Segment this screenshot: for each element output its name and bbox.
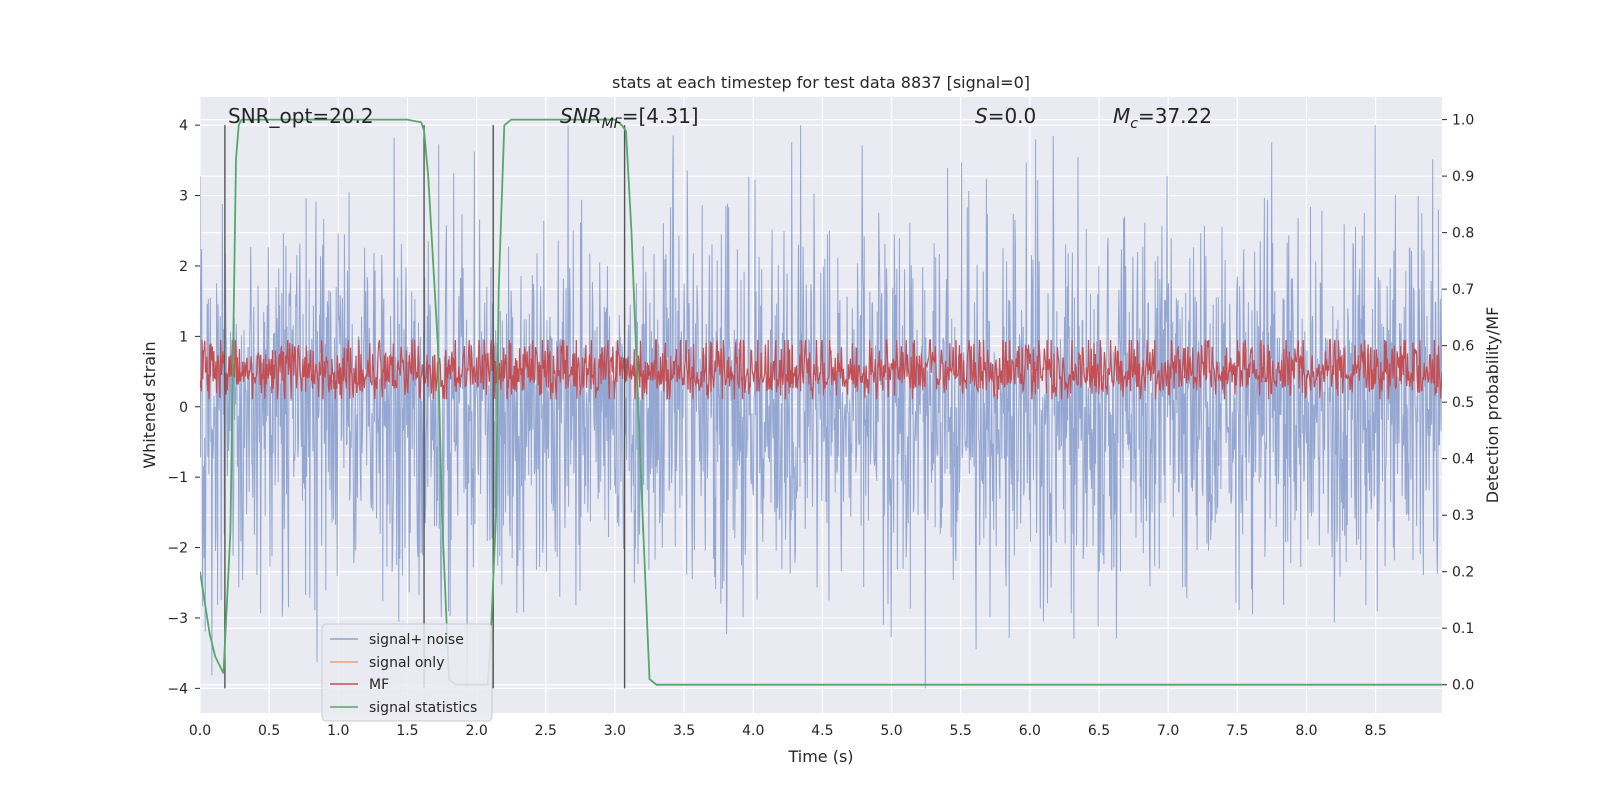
x-tick-label: 2.5 [535,723,557,739]
chart-title: stats at each timestep for test data 883… [612,73,1030,92]
y-axis-right-label: Detection probability/MF [1483,307,1502,504]
x-tick-label: 6.0 [1019,723,1041,739]
y-tick-label-left: 2 [179,259,188,275]
x-tick-label: 2.0 [465,723,487,739]
annotation-snr-mf-value: =[4.31] [622,104,699,128]
y-axis-left-ticks: 4 3 2 1 0 −1 −2 −3 −4 [167,118,200,697]
annotation-mc-sub: c [1130,116,1138,132]
legend: signal+ noise signal only MF signal stat… [321,623,493,722]
y-tick-label-right: 1.0 [1452,113,1474,129]
y-tick-label-left: 3 [179,189,188,205]
y-tick-label-right: 0.2 [1452,565,1474,581]
y-tick-label-right: 0.8 [1452,226,1474,242]
annotation-mc-value: =37.22 [1138,104,1212,128]
annotation-snr-mf-sub: MF [602,116,623,132]
x-tick-label: 0.5 [258,723,280,739]
y-tick-label-left: −3 [167,611,188,627]
annotation-s: S=0.0 [975,104,1036,128]
legend-box [321,623,493,722]
x-tick-label: 1.5 [396,723,418,739]
y-tick-label-right: 0.1 [1452,621,1474,637]
x-tick-label: 7.5 [1226,723,1248,739]
annotation-mc-label: M [1113,104,1130,128]
y-tick-label-left: 4 [179,118,188,134]
x-tick-label: 4.5 [811,723,833,739]
legend-label-signal-statistics: signal statistics [369,700,477,716]
x-tick-label: 8.5 [1364,723,1386,739]
legend-label-signal-noise: signal+ noise [369,632,464,648]
y-tick-label-right: 0.3 [1452,508,1474,524]
plot-area [199,97,1442,713]
legend-entry-signal-statistics: signal statistics [330,700,477,716]
y-tick-label-left: 0 [179,400,188,416]
annotation-s-value: =0.0 [988,104,1037,128]
annotation-snr-mf: SNRMF=[4.31] [560,104,699,132]
x-tick-label: 7.0 [1157,723,1179,739]
y-tick-label-left: −1 [167,470,188,486]
legend-label-signal-only: signal only [369,655,444,671]
x-axis-ticks: 0.0 0.5 1.0 1.5 2.0 2.5 3.0 3.5 4.0 4.5 5.0 5.5 6.0 6… [189,723,1387,739]
legend-entry-signal-noise: signal+ noise [330,632,464,648]
x-axis-label: Time (s) [787,747,853,766]
y-tick-label-right: 0.6 [1452,339,1474,355]
y-tick-label-right: 0.5 [1452,395,1474,411]
legend-label-mf: MF [369,677,389,693]
x-tick-label: 6.5 [1088,723,1110,739]
y-tick-label-right: 0.7 [1452,282,1474,298]
annotation-snr-mf-label: SNR [560,104,602,128]
y-tick-label-left: −2 [167,541,188,557]
annotations: SNR_opt=20.2 SNRMF=[4.31] S=0.0 Mc=37.22 [228,104,1212,132]
annotation-snr-opt: SNR_opt=20.2 [228,104,374,128]
legend-entry-mf: MF [330,677,389,693]
y-tick-label-right: 0.0 [1452,678,1474,694]
y-tick-label-left: 1 [179,329,188,345]
legend-entry-signal-only: signal only [330,655,444,671]
y-axis-right-ticks: 1.0 0.9 0.8 0.7 0.6 0.5 0.4 0.3 0.2 0.1 0.0 [1442,113,1474,694]
x-tick-label: 5.5 [950,723,972,739]
annotation-s-label: S [975,104,988,128]
annotation-mc: Mc=37.22 [1113,104,1212,132]
y-tick-label-right: 0.4 [1452,452,1474,468]
series-mf [200,339,1442,400]
x-tick-label: 4.0 [742,723,764,739]
y-tick-label-right: 0.9 [1452,169,1474,185]
x-tick-label: 3.0 [604,723,626,739]
x-tick-label: 5.0 [880,723,902,739]
x-tick-label: 0.0 [189,723,211,739]
x-tick-label: 8.0 [1295,723,1317,739]
y-tick-label-left: −4 [167,681,188,697]
x-tick-label: 1.0 [327,723,349,739]
y-axis-left-label: Whitened strain [140,341,159,468]
mf-line [200,339,1442,400]
x-tick-label: 3.5 [673,723,695,739]
